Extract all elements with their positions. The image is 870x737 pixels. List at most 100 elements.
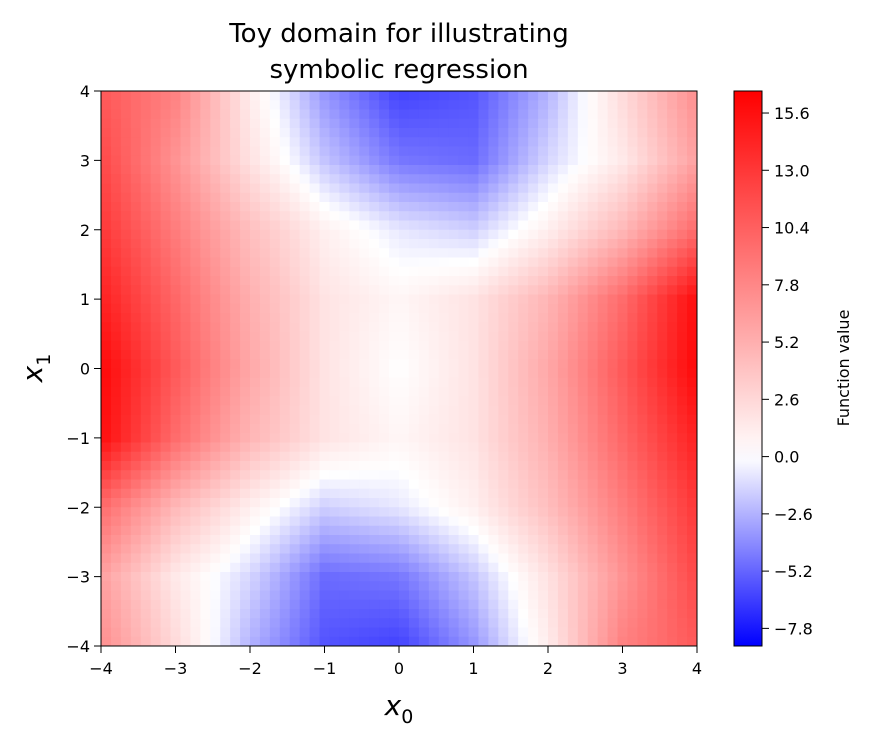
heatmap-cell (190, 359, 201, 370)
heatmap-cell (577, 91, 589, 101)
heatmap-cell (478, 276, 489, 286)
heatmap-cell (101, 202, 112, 212)
colorbar-tick-label: 10.4 (774, 219, 810, 238)
heatmap-cell (379, 155, 390, 166)
heatmap-cell (110, 137, 122, 148)
heatmap-cell (389, 516, 400, 527)
heatmap-cell (120, 572, 132, 582)
heatmap-cell (329, 572, 340, 582)
heatmap-cell (508, 294, 519, 305)
heatmap-cell (279, 165, 291, 175)
heatmap-cell (329, 109, 340, 120)
heatmap-cell (607, 368, 619, 379)
heatmap-cell (170, 303, 182, 314)
heatmap-cell (319, 192, 331, 203)
heatmap-cell (667, 572, 678, 582)
heatmap-cell (299, 553, 311, 564)
heatmap-cell (617, 387, 629, 397)
heatmap-cell (289, 350, 301, 360)
heatmap-cell (259, 498, 271, 508)
heatmap-cell (250, 276, 261, 286)
heatmap-cell (289, 155, 301, 166)
heatmap-cell (597, 192, 609, 203)
heatmap-cell (498, 248, 509, 259)
heatmap-cell (627, 146, 638, 157)
y-tick-label: 4 (80, 82, 90, 101)
heatmap-cell (538, 544, 549, 555)
heatmap-cell (518, 424, 529, 434)
heatmap-cell (170, 553, 182, 564)
heatmap-cell (170, 109, 182, 120)
heatmap-cell (597, 507, 609, 518)
heatmap-cell (458, 424, 470, 434)
heatmap-cell (518, 248, 529, 259)
heatmap-cell (309, 257, 321, 268)
heatmap-cell (101, 137, 112, 148)
heatmap-cell (379, 451, 390, 462)
heatmap-cell (637, 118, 648, 129)
heatmap-cell (607, 507, 619, 518)
heatmap-cell (567, 396, 579, 407)
heatmap-cell (548, 266, 559, 277)
heatmap-cell (220, 572, 231, 582)
heatmap-cell (359, 553, 370, 564)
heatmap-cell (548, 627, 559, 638)
heatmap-cell (269, 507, 281, 518)
heatmap-cell (150, 91, 162, 101)
heatmap-cell (120, 100, 132, 111)
heatmap-cell (160, 498, 172, 508)
heatmap-cell (478, 322, 489, 333)
heatmap-cell (359, 359, 370, 370)
heatmap-cell (399, 303, 410, 314)
heatmap-cell (110, 498, 122, 508)
heatmap-cell (597, 266, 609, 277)
heatmap-cell (557, 553, 569, 564)
heatmap-cell (577, 636, 589, 646)
heatmap-cell (418, 183, 430, 194)
heatmap-cell (170, 322, 182, 333)
heatmap-cell (259, 155, 271, 166)
heatmap-cell (557, 479, 569, 490)
heatmap-cell (399, 220, 410, 231)
heatmap-cell (110, 146, 122, 157)
heatmap-cell (160, 285, 172, 296)
heatmap-cell (359, 535, 370, 545)
heatmap-cell (170, 414, 182, 425)
heatmap-cell (528, 100, 539, 111)
heatmap-cell (498, 590, 509, 601)
heatmap-cell (438, 146, 450, 157)
heatmap-cell (180, 442, 191, 453)
heatmap-cell (518, 350, 529, 360)
heatmap-cell (389, 553, 400, 564)
heatmap-cell (101, 266, 112, 277)
heatmap-cell (597, 202, 609, 212)
heatmap-cell (160, 340, 172, 351)
heatmap-cell (389, 155, 400, 166)
heatmap-cell (160, 368, 172, 379)
heatmap-cell (299, 266, 311, 277)
heatmap-cell (657, 488, 668, 499)
heatmap-cell (597, 248, 609, 259)
heatmap-cell (359, 137, 370, 148)
heatmap-cell (597, 553, 609, 564)
heatmap-cell (339, 553, 350, 564)
heatmap-cell (399, 100, 410, 111)
heatmap-cell (538, 276, 549, 286)
heatmap-cell (399, 257, 410, 268)
heatmap-cell (299, 100, 311, 111)
heatmap-cell (488, 525, 499, 536)
heatmap-cell (220, 396, 231, 407)
heatmap-cell (637, 146, 648, 157)
heatmap-cell (279, 470, 291, 481)
heatmap-cell (101, 257, 112, 268)
heatmap-cell (359, 266, 370, 277)
heatmap-cell (667, 174, 678, 185)
heatmap-cell (220, 470, 231, 481)
heatmap-cell (210, 581, 221, 592)
heatmap-cell (359, 109, 370, 120)
heatmap-cell (369, 609, 380, 619)
heatmap-cell (339, 285, 350, 296)
heatmap-cell (170, 118, 182, 129)
heatmap-cell (428, 627, 440, 638)
heatmap-cell (557, 377, 569, 388)
